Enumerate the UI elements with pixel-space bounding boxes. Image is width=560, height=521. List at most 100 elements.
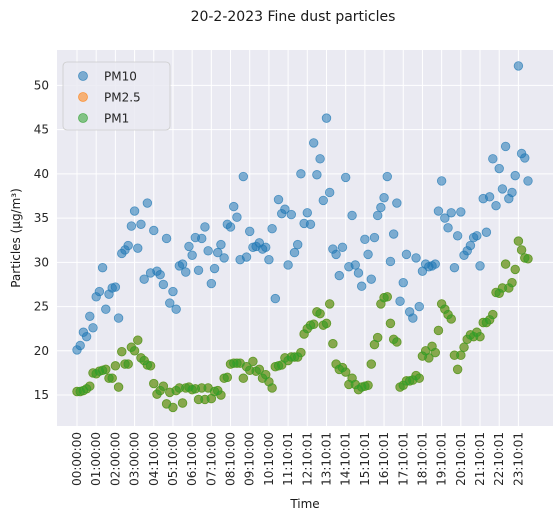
y-axis-ticks: 15 20 25 30 35 40 45 50 xyxy=(34,78,49,402)
data-point xyxy=(209,263,220,274)
data-point xyxy=(177,259,188,269)
data-point xyxy=(229,201,239,212)
x-tick-label: 17:10:01 xyxy=(396,432,410,486)
data-point xyxy=(219,253,229,263)
data-point xyxy=(507,277,517,288)
legend-box xyxy=(62,61,171,131)
data-point xyxy=(200,222,210,232)
x-tick-label: 12:10:01 xyxy=(300,432,314,486)
x-axis-ticks: 00:00:00 01:00:00 02:00:00 03:00:00 04:10:00… xyxy=(70,432,525,486)
data-point xyxy=(497,184,508,194)
data-point xyxy=(513,61,524,71)
data-point xyxy=(372,332,383,343)
y-tick-label: 15 xyxy=(34,388,49,402)
data-point xyxy=(443,223,453,233)
data-point xyxy=(133,335,143,345)
data-point xyxy=(340,172,351,183)
x-tick-label: 23:10:01 xyxy=(511,432,525,486)
data-point xyxy=(308,319,319,329)
data-point xyxy=(481,227,492,237)
data-point xyxy=(376,202,386,213)
data-point xyxy=(328,339,338,349)
x-tick-label: 15:10:01 xyxy=(358,432,372,486)
data-point xyxy=(392,337,402,347)
data-point xyxy=(510,170,520,181)
data-point xyxy=(475,331,485,342)
data-point xyxy=(181,267,191,277)
data-point xyxy=(353,268,364,278)
y-tick-label: 40 xyxy=(34,167,49,181)
data-point xyxy=(203,246,213,256)
data-point xyxy=(520,153,530,163)
x-tick-label: 00:00:00 xyxy=(70,432,84,486)
data-point xyxy=(158,279,169,290)
data-point xyxy=(184,241,194,252)
x-tick-label: 03:00:00 xyxy=(128,432,142,486)
data-point xyxy=(110,282,121,292)
data-point xyxy=(500,141,511,152)
data-point xyxy=(324,299,335,309)
data-point xyxy=(75,340,85,351)
data-point xyxy=(408,313,418,323)
data-point xyxy=(289,247,300,258)
series-pm1 xyxy=(72,236,533,413)
y-tick-label: 20 xyxy=(34,344,49,358)
x-tick-label: 01:00:00 xyxy=(89,432,103,486)
data-point xyxy=(510,264,520,275)
data-point xyxy=(85,381,95,391)
data-point xyxy=(315,154,325,164)
data-point xyxy=(216,239,226,250)
data-point xyxy=(395,296,405,306)
data-point xyxy=(456,350,466,360)
data-point xyxy=(241,252,252,262)
data-point xyxy=(126,221,137,231)
data-point xyxy=(456,207,466,217)
data-point xyxy=(507,187,517,198)
data-point xyxy=(129,206,140,216)
x-tick-label: 13:10:01 xyxy=(319,432,333,486)
data-point xyxy=(165,298,175,308)
data-point xyxy=(366,359,376,369)
data-point xyxy=(171,304,181,314)
data-point xyxy=(449,262,460,273)
data-point xyxy=(388,229,399,239)
data-point xyxy=(452,364,463,375)
data-point xyxy=(356,281,367,291)
data-point xyxy=(213,247,223,258)
data-point xyxy=(401,249,412,260)
data-point xyxy=(149,378,159,389)
series-pm10 xyxy=(72,61,533,355)
data-point xyxy=(216,390,226,400)
data-point xyxy=(340,367,351,377)
data-point xyxy=(261,242,271,252)
data-points xyxy=(72,61,533,413)
data-point xyxy=(113,313,124,323)
legend-label: PM10 xyxy=(104,70,137,84)
legend: PM10 PM2.5 PM1 xyxy=(62,61,171,131)
data-point xyxy=(312,170,322,180)
data-point xyxy=(267,383,277,393)
data-point xyxy=(491,201,501,211)
chart-title: 20-2-2023 Fine dust particles xyxy=(191,9,396,25)
data-point xyxy=(296,347,306,358)
legend-marker xyxy=(78,92,88,102)
data-point xyxy=(523,254,533,264)
legend-label: PM1 xyxy=(104,112,129,126)
data-point xyxy=(308,138,319,148)
data-point xyxy=(494,163,504,174)
data-point xyxy=(430,347,440,358)
data-point xyxy=(363,249,373,260)
data-point xyxy=(321,113,332,123)
data-point xyxy=(315,308,325,319)
data-point xyxy=(273,194,284,205)
legend-marker xyxy=(78,71,88,81)
x-tick-label: 14:10:01 xyxy=(339,432,353,486)
x-tick-label: 11:10:01 xyxy=(281,432,295,486)
x-tick-label: 02:00:00 xyxy=(108,432,122,486)
data-point xyxy=(318,195,328,206)
data-point xyxy=(222,372,233,383)
data-point xyxy=(123,240,133,251)
data-point xyxy=(101,364,111,375)
data-point xyxy=(232,212,242,222)
